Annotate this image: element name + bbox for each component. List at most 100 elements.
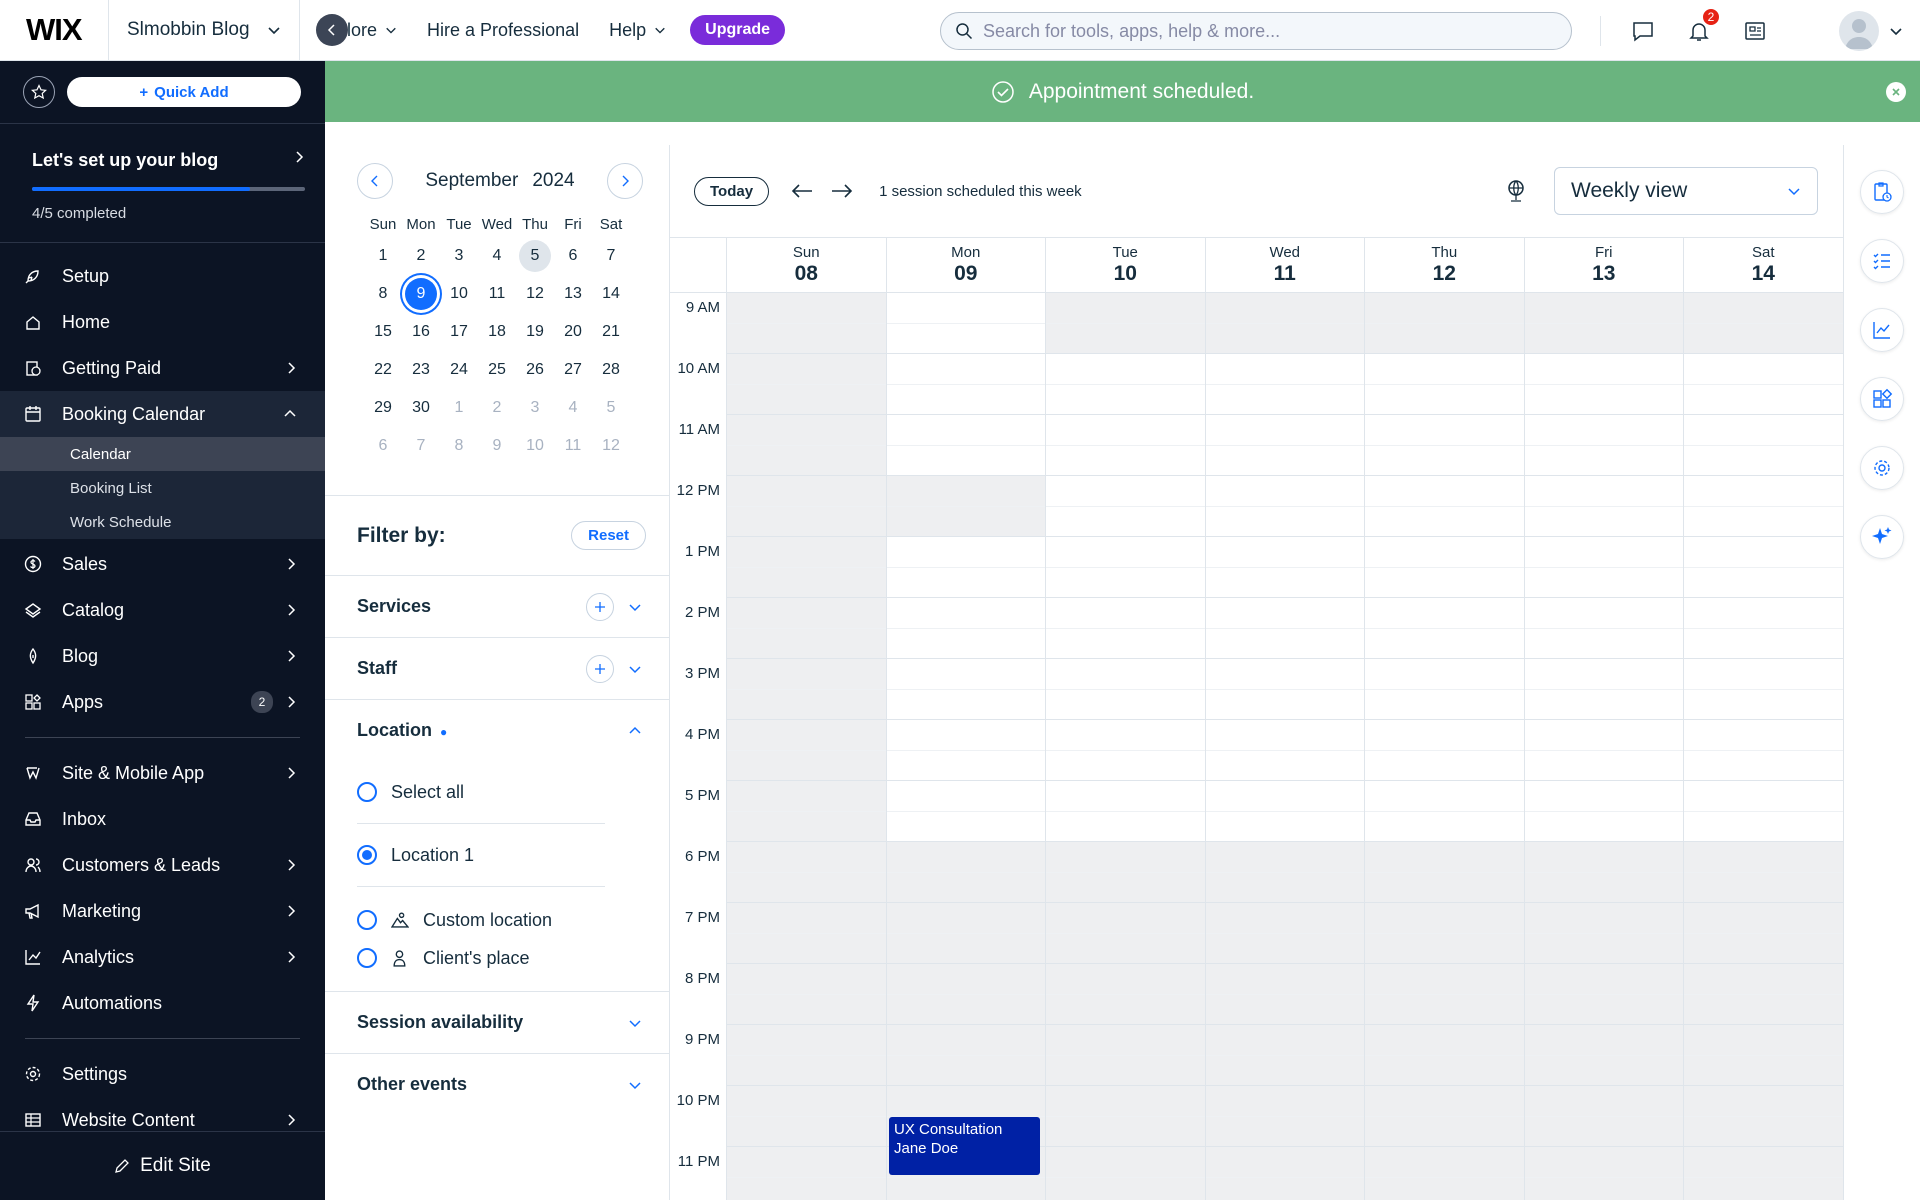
nav-help[interactable]: Help	[609, 20, 666, 41]
time-slot[interactable]	[1045, 659, 1205, 720]
time-slot[interactable]	[1204, 415, 1364, 476]
calendar-day[interactable]: 9	[405, 278, 437, 310]
close-toast-button[interactable]	[1886, 82, 1906, 102]
time-slot[interactable]	[1683, 537, 1843, 598]
time-slot[interactable]	[1523, 598, 1683, 659]
ai-assistant-button[interactable]	[1860, 515, 1904, 559]
time-slot[interactable]	[726, 537, 886, 598]
time-slot[interactable]	[1045, 537, 1205, 598]
calendar-day[interactable]: 7	[416, 437, 426, 454]
calendar-day[interactable]: 7	[606, 247, 616, 264]
radio-button[interactable]	[357, 782, 377, 802]
time-slot[interactable]	[1683, 781, 1843, 842]
radio-button[interactable]	[357, 910, 377, 930]
time-slot[interactable]	[1204, 293, 1364, 354]
time-slot[interactable]	[1683, 415, 1843, 476]
time-slot[interactable]	[726, 842, 886, 903]
time-slot[interactable]	[1683, 1025, 1843, 1086]
collapse-sidebar-button[interactable]	[316, 14, 348, 46]
time-slot[interactable]	[1523, 415, 1683, 476]
time-slot[interactable]	[1364, 415, 1524, 476]
calendar-day[interactable]: 17	[450, 323, 468, 340]
calendar-day[interactable]: 1	[378, 247, 388, 264]
time-slot[interactable]	[1364, 659, 1524, 720]
next-month-button[interactable]	[606, 163, 643, 199]
time-slot[interactable]	[1364, 1147, 1524, 1200]
time-slot[interactable]	[1045, 964, 1205, 1025]
time-slot[interactable]	[885, 415, 1045, 476]
calendar-day[interactable]: 21	[602, 323, 620, 340]
day-header[interactable]: Sat 14	[1683, 238, 1843, 292]
time-slot[interactable]	[726, 1147, 886, 1200]
analytics-button[interactable]	[1860, 308, 1904, 352]
location-option-custom-location[interactable]: Custom location	[325, 901, 670, 939]
notifications-button[interactable]: 2	[1671, 0, 1727, 61]
day-header[interactable]: Wed 11	[1204, 238, 1365, 292]
add-service-button[interactable]	[586, 592, 614, 621]
time-slot[interactable]	[1204, 598, 1364, 659]
sidebar-item-sales[interactable]: Sales	[0, 541, 325, 587]
time-slot[interactable]	[1364, 476, 1524, 537]
time-slot[interactable]	[1045, 415, 1205, 476]
favorites-button[interactable]	[23, 76, 55, 108]
calendar-day[interactable]: 8	[378, 285, 388, 302]
time-slot[interactable]	[1683, 842, 1843, 903]
time-slot[interactable]	[1364, 537, 1524, 598]
calendar-day[interactable]: 13	[564, 285, 582, 302]
time-slot[interactable]	[726, 781, 886, 842]
time-slot[interactable]	[1683, 476, 1843, 537]
filter-location[interactable]: Location ●	[325, 699, 670, 761]
calendar-day[interactable]: 23	[412, 361, 430, 378]
sidebar-item-site-and-mobile-app[interactable]: Site & Mobile App	[0, 750, 325, 796]
time-slot[interactable]	[1364, 293, 1524, 354]
prev-week-button[interactable]	[791, 183, 813, 199]
time-slot[interactable]	[1204, 659, 1364, 720]
calendar-day[interactable]: 24	[450, 361, 468, 378]
location-option-client-s-place[interactable]: Client's place	[325, 939, 670, 977]
nav-hire-professional[interactable]: Hire a Professional	[427, 19, 580, 40]
time-slot[interactable]	[1523, 842, 1683, 903]
calendar-day[interactable]: 14	[602, 285, 620, 302]
time-slot[interactable]	[1045, 1086, 1205, 1147]
sidebar-item-website-content[interactable]: Website Content	[0, 1097, 325, 1143]
filter-staff[interactable]: Staff	[325, 637, 670, 699]
settings-button[interactable]	[1860, 446, 1904, 490]
calendar-day[interactable]: 11	[564, 437, 582, 454]
calendar-day[interactable]: 30	[412, 399, 430, 416]
time-slot[interactable]	[885, 842, 1045, 903]
appointment-event[interactable]: UX Consultation Jane Doe	[889, 1117, 1040, 1175]
calendar-day[interactable]: 1	[454, 399, 464, 416]
month-title[interactable]: September 2024	[425, 170, 574, 192]
time-slot[interactable]	[1045, 781, 1205, 842]
calendar-day[interactable]: 19	[526, 323, 544, 340]
quick-add-button[interactable]: + Quick Add	[67, 77, 301, 107]
calendar-day[interactable]: 26	[526, 361, 544, 378]
time-slot[interactable]	[1523, 1147, 1683, 1200]
today-button[interactable]: Today	[694, 176, 770, 206]
sidebar-item-blog[interactable]: Blog	[0, 633, 325, 679]
time-slot[interactable]	[1523, 659, 1683, 720]
time-slot[interactable]	[1204, 964, 1364, 1025]
sidebar-item-catalog[interactable]: Catalog	[0, 587, 325, 633]
filter-other-events[interactable]: Other events	[325, 1053, 670, 1115]
news-button[interactable]	[1727, 0, 1783, 61]
time-slot[interactable]	[1523, 964, 1683, 1025]
time-slot[interactable]	[885, 720, 1045, 781]
search-input[interactable]: Search for tools, apps, help & more...	[940, 12, 1572, 50]
time-slot[interactable]	[1523, 720, 1683, 781]
time-slot[interactable]	[1204, 1147, 1364, 1200]
calendar-day[interactable]: 8	[454, 437, 464, 454]
calendar-day[interactable]: 4	[568, 399, 578, 416]
calendar-day[interactable]: 28	[602, 361, 620, 378]
sidebar-item-setup[interactable]: Setup	[0, 253, 325, 299]
time-slot[interactable]	[1683, 598, 1843, 659]
calendar-day[interactable]: 10	[526, 437, 544, 454]
time-slot[interactable]	[1204, 842, 1364, 903]
time-slot[interactable]	[1045, 354, 1205, 415]
add-staff-button[interactable]	[586, 654, 614, 683]
apps-button[interactable]	[1860, 377, 1904, 421]
time-slot[interactable]	[1364, 964, 1524, 1025]
time-slot[interactable]	[1204, 537, 1364, 598]
sidebar-item-customers-and-leads[interactable]: Customers & Leads	[0, 842, 325, 888]
time-slot[interactable]	[1204, 781, 1364, 842]
